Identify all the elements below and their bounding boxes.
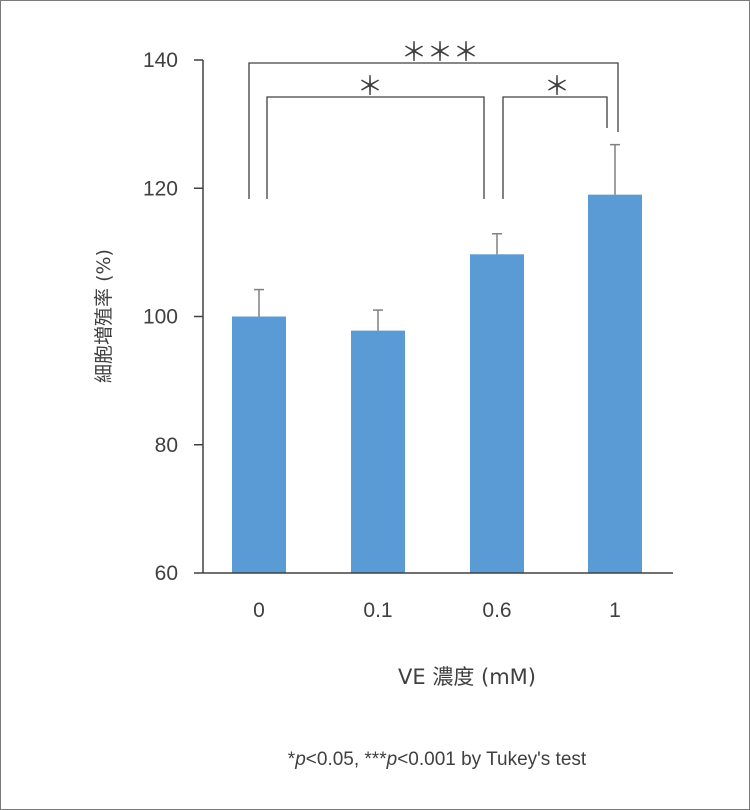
significance-label: ＊ [357,72,383,102]
y-tick-label: 80 [155,434,178,457]
x-tick-label: 1 [609,599,621,622]
bar [588,194,642,573]
y-tick-label: 140 [143,49,178,72]
y-tick-label: 120 [143,177,178,200]
y-axis-label: 細胞増殖率 (%) [93,249,115,383]
x-tick-label: 0 [253,599,265,622]
y-tick-label: 100 [143,306,178,329]
statistics-footnote: *p<0.05, ***p<0.001 by Tukey's test [288,749,587,770]
significance-label: ＊ [544,72,570,102]
x-ticks-group: 0 0.1 0.6 1 [253,599,621,622]
bars-group [232,194,642,573]
bar [470,254,524,573]
significance-bracket [248,62,619,199]
bar [351,330,405,573]
x-tick-label: 0.1 [363,599,392,622]
y-tick-label: 60 [155,562,178,585]
significance-bracket [502,96,608,199]
significance-bracket [266,96,485,199]
bar [232,316,286,573]
x-axis-label: VE 濃度 (mM) [398,665,536,689]
significance-brackets: ＊＊＊＊＊ [248,38,619,199]
y-ticks-group: 60 80 100 120 140 [143,49,203,585]
x-tick-label: 0.6 [482,599,511,622]
error-bars-group [254,143,620,331]
significance-label: ＊＊＊ [401,38,479,68]
